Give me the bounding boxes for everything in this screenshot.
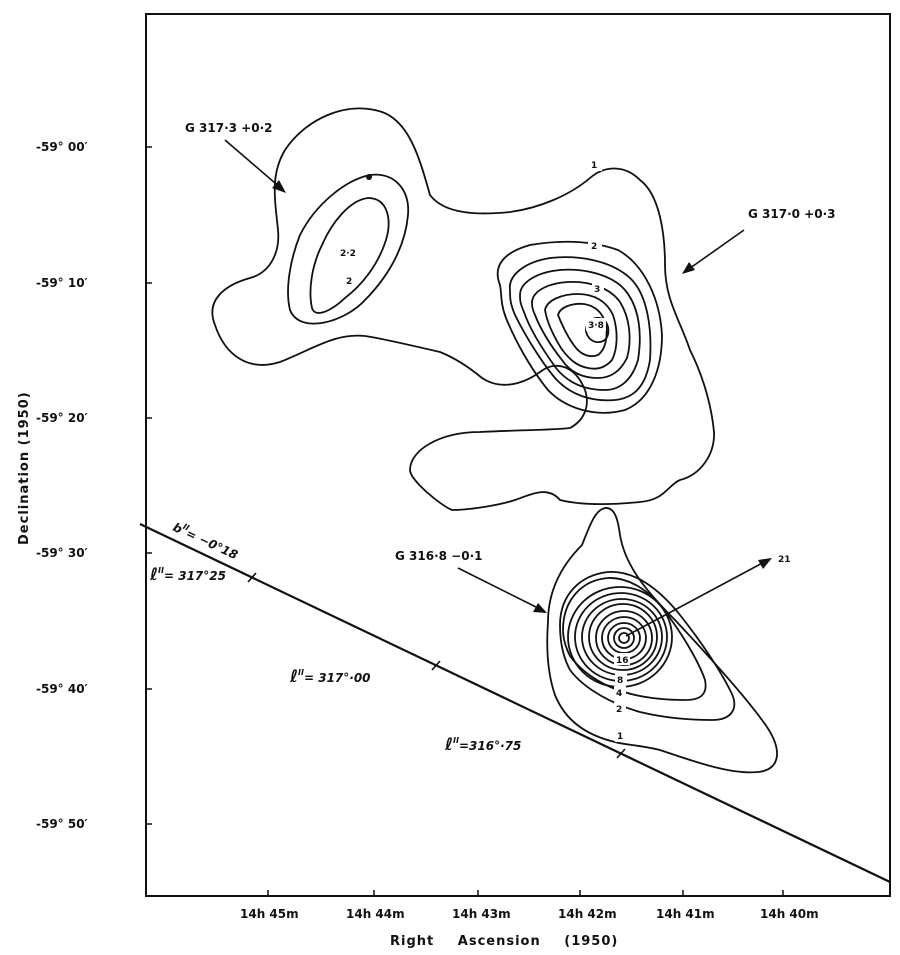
gal-b-value: = −0°18 <box>184 526 240 562</box>
contour-ring <box>557 302 608 358</box>
source-arrow <box>224 139 283 190</box>
arrowhead <box>758 558 772 569</box>
label-halo <box>614 653 630 665</box>
label-halo <box>614 686 626 699</box>
label-halo <box>586 318 606 331</box>
y-tick-label: -59° 00′ <box>36 140 88 154</box>
contour-ring <box>588 603 658 671</box>
gal-l-value: =316°·75 <box>459 739 521 753</box>
gal-l-symbol: ℓ <box>149 565 158 585</box>
source-label-g317-0: G 317·0 +0·3 <box>748 207 835 221</box>
source-arrow <box>685 229 745 272</box>
y-tick-label: -59° 10′ <box>36 276 88 290</box>
y-axis-label: Declination (1950) <box>17 391 32 545</box>
plot-frame <box>145 13 891 897</box>
galactic-longitude-label-2: ℓII= 317°·00 <box>289 667 371 687</box>
gal-l-symbol: ℓ <box>289 667 298 687</box>
arrowhead <box>272 180 286 193</box>
x-axis-ticks <box>267 890 784 896</box>
contour-label-2: 2 <box>591 242 597 252</box>
contour-ring <box>613 627 635 649</box>
label-halo <box>338 246 362 259</box>
contour-level-2-g317-0 <box>496 240 663 414</box>
contour-label-2b: 2 <box>346 277 352 287</box>
source-arrow <box>457 567 543 611</box>
gal-l-value: = 317°·00 <box>304 671 371 685</box>
label-halo <box>615 673 627 685</box>
x-tick-label: 14h 41m <box>656 907 715 921</box>
galactic-longitude-label-1: ℓII= 317°25 <box>149 565 226 585</box>
arrowhead <box>533 603 547 613</box>
y-tick-label: -59° 40′ <box>36 682 88 696</box>
x-tick-label: 14h 45m <box>240 907 299 921</box>
galactic-latitude-line <box>139 523 891 883</box>
contour-label-3-8: 3·8 <box>588 321 604 331</box>
contour-level-3-8-g317-0 <box>585 316 610 343</box>
y-tick-label: -59° 20′ <box>36 411 88 425</box>
label-halo <box>344 274 356 287</box>
gal-l-sup: II <box>158 566 164 575</box>
contour-level-21-peak <box>618 632 630 644</box>
contour-ring <box>509 256 652 402</box>
label-halo <box>615 729 627 742</box>
galactic-longitude-label-3: ℓII=316°·75 <box>444 735 521 755</box>
contour-label-2-2: 2·2 <box>340 249 356 259</box>
source-label-g317-3: G 317·3 +0·2 <box>185 121 272 135</box>
arrowhead <box>682 262 695 274</box>
g316-8-contour-rings <box>559 571 736 721</box>
label-halo <box>588 158 602 171</box>
gal-l-symbol: ℓ <box>444 735 453 755</box>
x-axis-label: Right Ascension (1950) <box>390 934 618 949</box>
y-tick-label: -59° 30′ <box>36 546 88 560</box>
contour-level-2-g316-8 <box>559 571 736 721</box>
contour-level-2-g317-3 <box>287 173 409 325</box>
contour-level-1-upper <box>211 107 715 511</box>
gal-l-sup: II <box>453 736 459 745</box>
source-label-g316-8: G 316·8 −0·1 <box>395 549 482 563</box>
y-tick-label: -59° 50′ <box>36 817 88 831</box>
galactic-longitude-tick <box>431 660 441 671</box>
contour-ring <box>544 293 618 370</box>
contour-level-2-2-g317-3 <box>309 197 390 314</box>
contour-level-3-g317-0 <box>531 281 631 379</box>
contour-label-1: 1 <box>591 161 597 171</box>
contour-label-4: 4 <box>616 689 622 699</box>
y-axis-ticks <box>146 146 152 825</box>
contour-peak-dot <box>366 174 372 180</box>
label-halo <box>592 282 604 295</box>
galactic-longitude-tick <box>247 572 257 583</box>
gal-b-sup: II <box>181 522 190 533</box>
peak-21-arrow <box>625 559 769 637</box>
contour-level-1-g316-8 <box>546 507 778 774</box>
galactic-longitude-tick <box>616 748 626 759</box>
contour-labels: 1 2 2·2 2 3 3·8 1 2 4 8 16 21 <box>338 158 791 742</box>
gal-l-value: = 317°25 <box>164 569 226 583</box>
contour-label-3: 3 <box>594 285 600 295</box>
contour-label-1b: 1 <box>617 732 623 742</box>
x-tick-label: 14h 44m <box>346 907 405 921</box>
contour-label-16: 16 <box>616 656 629 666</box>
contour-label-2c: 2 <box>616 705 622 715</box>
contour-ring <box>519 268 641 391</box>
x-tick-label: 14h 40m <box>760 907 819 921</box>
label-halo <box>614 702 626 715</box>
gal-l-sup: II <box>298 668 304 677</box>
label-halo <box>588 239 602 252</box>
contour-label-8: 8 <box>617 676 623 686</box>
x-tick-label: 14h 43m <box>452 907 511 921</box>
x-tick-label: 14h 42m <box>558 907 617 921</box>
contour-label-21: 21 <box>778 555 791 565</box>
